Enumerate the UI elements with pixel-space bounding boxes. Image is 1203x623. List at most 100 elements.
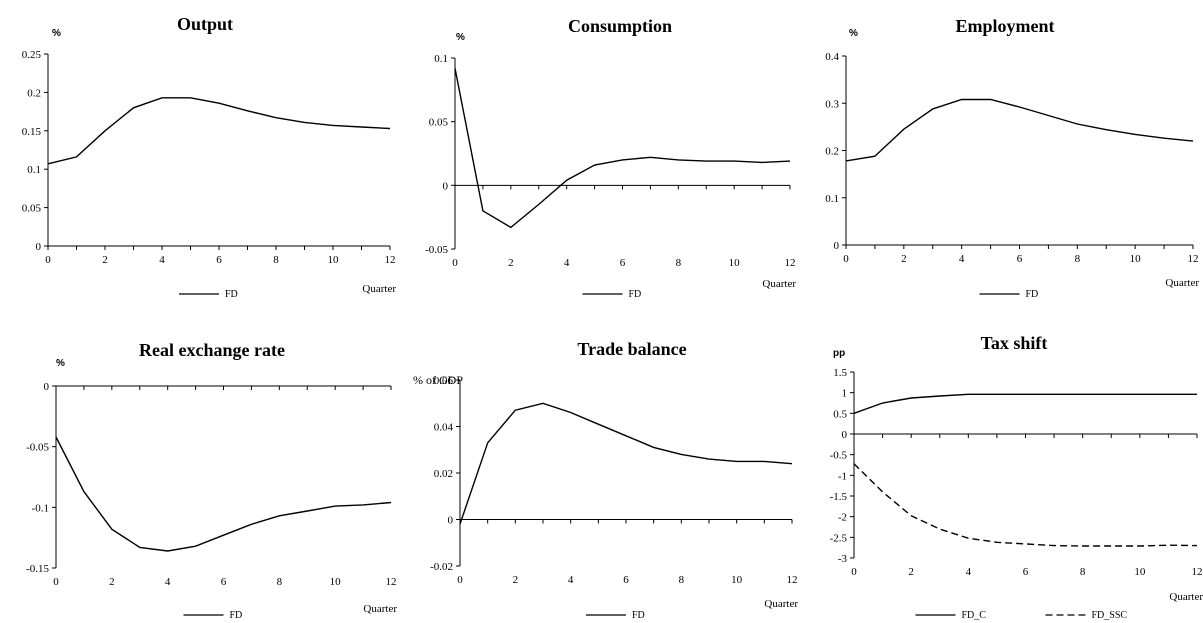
x-tick-label: 2 [102,254,108,266]
x-axis-label: Quarter [762,278,796,290]
x-tick-label: 0 [53,576,59,588]
y-tick-label: 0.02 [434,468,453,480]
x-axis-label: Quarter [1169,591,1203,603]
chart-panel-2: Consumption% -0.05 0 0.05 0.1 0 2 4 6 8 10 12 Quarte… [425,16,796,300]
y-tick-label: -0.05 [425,244,448,256]
x-tick-label: 12 [787,574,798,586]
unit-label: % [56,358,65,369]
x-axis-label: Quarter [362,283,396,295]
y-tick-label: 0 [44,381,50,393]
y-tick-label: -0.15 [26,563,49,575]
x-tick-label: 2 [508,257,514,269]
y-tick-label: -2 [838,512,847,524]
legend-label: FD [225,289,238,300]
x-tick-label: 0 [452,257,458,269]
chart-title: Real exchange rate [139,340,285,360]
series-line-fd-c [853,393,1197,414]
y-tick-label: 0.05 [22,203,42,215]
x-tick-label: 12 [1188,253,1199,265]
legend-label: FD_C [962,610,987,621]
x-tick-label: 2 [901,253,907,265]
y-tick-label: -0.02 [430,561,453,573]
y-tick-label: -1.5 [830,491,848,503]
y-tick-label: 0 [834,240,840,252]
legend-label: FD [1026,289,1039,300]
y-tick-label: 0.1 [27,164,41,176]
y-tick-label: -0.05 [26,442,49,454]
x-tick-label: 8 [679,574,685,586]
x-tick-label: 4 [568,574,574,586]
chart-panel-4: Real exchange rate% -0.15 -0.1 -0.05 0 0 2 4 6 8 1… [26,340,397,621]
y-tick-label: 0.4 [825,51,839,63]
x-tick-label: 6 [620,257,626,269]
x-tick-label: 4 [564,257,570,269]
chart-title: Trade balance [577,339,686,359]
y-tick-label: 0.1 [825,193,839,205]
x-tick-label: 8 [277,576,283,588]
x-tick-label: 6 [1023,566,1029,578]
chart-title: Tax shift [981,333,1048,353]
y-tick-label: 0.15 [22,126,42,138]
y-tick-label: 0.1 [434,53,448,65]
chart-panel-6: Tax shift pp -3 -2.5 -2 -1.5 -1 -0.5 0 0.5 1 1.5 0 2 4… [830,333,1203,621]
x-axis-label: Quarter [764,598,798,610]
x-tick-label: 0 [851,566,857,578]
x-tick-label: 4 [959,253,965,265]
chart-panel-1: Output% 0 0.05 0.1 0.15 0.2 0.25 0 2 4 6 8 10 12 Quart… [22,14,397,300]
series-line-fd [47,97,391,165]
y-tick-label: 0.25 [22,49,42,61]
legend-label: FD [632,610,645,621]
x-tick-label: 4 [165,576,171,588]
y-tick-label: -2.5 [830,532,848,544]
x-tick-label: 8 [1080,566,1086,578]
x-tick-label: 10 [1130,253,1142,265]
x-tick-label: 10 [729,257,741,269]
x-tick-label: 12 [386,576,397,588]
x-tick-label: 2 [908,566,914,578]
x-tick-label: 10 [328,254,340,266]
x-tick-label: 6 [216,254,222,266]
x-tick-label: 12 [385,254,396,266]
x-tick-label: 6 [1017,253,1023,265]
x-tick-label: 0 [45,254,51,266]
x-tick-label: 2 [513,574,519,586]
y-tick-label: -1 [838,470,847,482]
x-tick-label: 10 [1134,566,1146,578]
x-tick-label: 10 [330,576,342,588]
series-line-fd [845,98,1194,162]
y-tick-label: 0 [448,515,454,527]
x-axis-label: Quarter [1165,277,1199,289]
x-tick-label: 0 [457,574,463,586]
chart-title: Output [177,14,233,34]
unit-label: % [456,32,465,43]
y-tick-label: 0.04 [434,422,454,434]
y-tick-label: 0.5 [833,408,847,420]
y-tick-label: 0.3 [825,98,839,110]
legend-label: FD [629,289,642,300]
chart-title: Employment [956,16,1055,36]
x-tick-label: 8 [676,257,682,269]
series-line-fd-ssc [853,463,1198,547]
y-tick-label: 1 [842,388,848,400]
y-tick-label: -0.5 [830,450,848,462]
chart-panel-5: Trade balance % of GDP -0.02 0 0.02 0.04 0.06 0… [413,339,798,621]
unit-label: % [52,28,61,39]
chart-panel-3: Employment% 0 0.1 0.2 0.3 0.4 0 2 4 6 8 10 12 Quarter… [825,16,1199,300]
x-tick-label: 6 [221,576,227,588]
y-tick-label: 0.06 [434,375,454,387]
y-tick-label: -0.1 [32,502,49,514]
unit-label: % [849,28,858,39]
unit-label: % of GDP [413,373,463,387]
x-tick-label: 8 [273,254,279,266]
y-tick-label: 0.2 [825,146,839,158]
y-tick-label: 0 [36,241,42,253]
x-tick-label: 12 [1192,566,1203,578]
x-tick-label: 0 [843,253,849,265]
x-tick-label: 10 [731,574,743,586]
x-tick-label: 2 [109,576,115,588]
y-tick-label: -3 [838,553,848,565]
y-tick-label: 0 [842,429,848,441]
unit-label: pp [833,348,845,359]
series-line-fd [454,68,791,229]
